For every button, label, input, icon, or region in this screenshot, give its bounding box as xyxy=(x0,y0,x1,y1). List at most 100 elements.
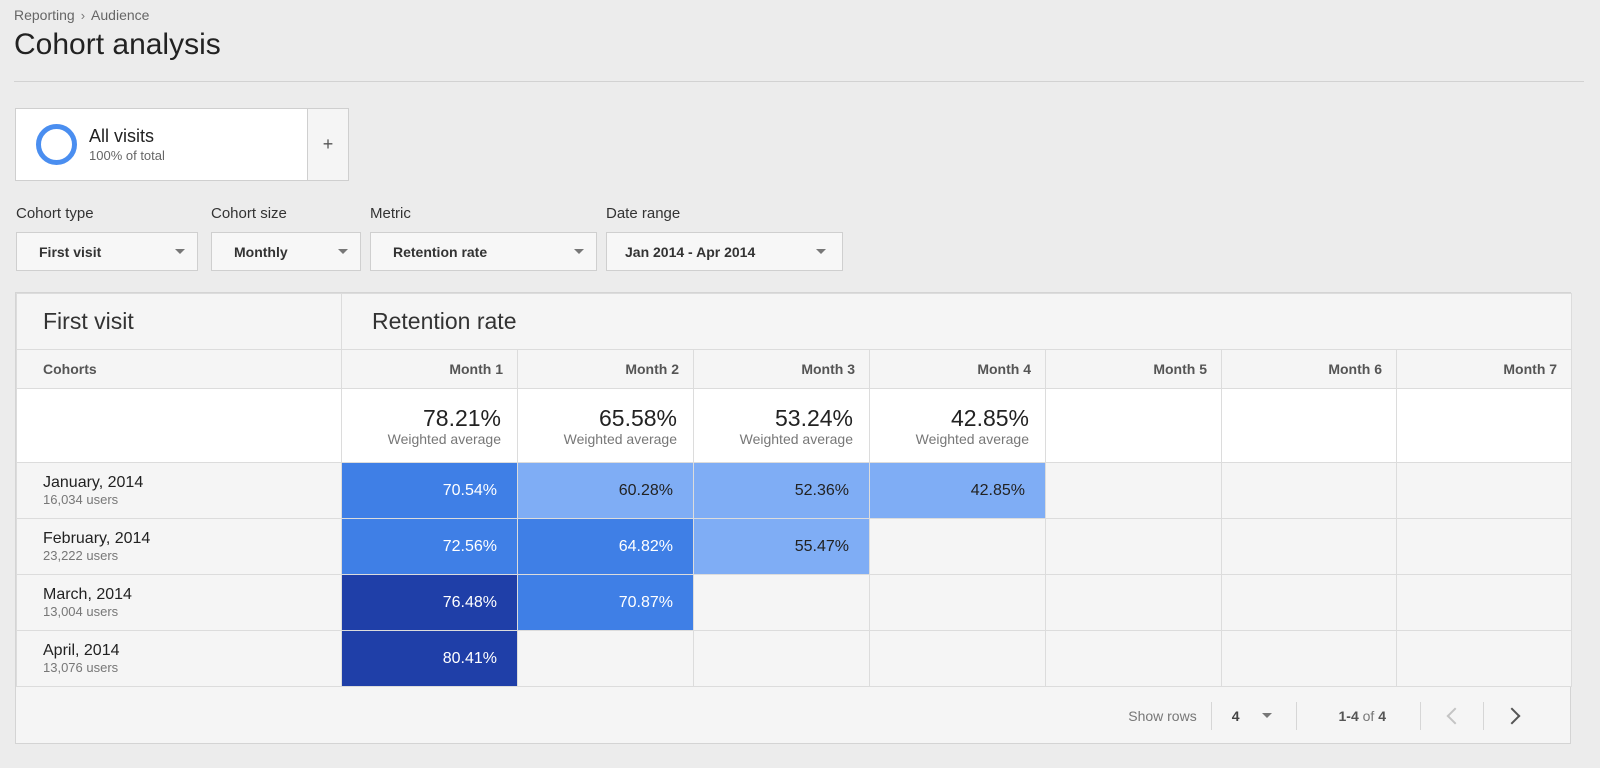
cohort-users: 23,222 users xyxy=(43,548,119,563)
weighted-average-cell xyxy=(1221,388,1397,463)
caret-down-icon xyxy=(574,249,584,254)
weighted-average-label: Weighted average xyxy=(387,430,501,447)
column-header-month-1[interactable]: Month 1 xyxy=(341,349,518,389)
metric-label: Metric xyxy=(370,205,411,222)
cohort-users: 16,034 users xyxy=(43,492,119,507)
breadcrumb-reporting[interactable]: Reporting xyxy=(14,7,75,23)
weighted-average-value: 53.24% xyxy=(774,404,853,431)
retention-cell xyxy=(1045,630,1222,687)
retention-cell xyxy=(1045,574,1222,631)
divider xyxy=(1210,701,1212,730)
segment-card: All visits 100% of total + xyxy=(15,108,349,181)
table-title-retention-rate: Retention rate xyxy=(340,293,1573,350)
cohort-size-dropdown[interactable]: Monthly xyxy=(211,232,361,271)
table-row: February, 2014 23,222 users 72.56% 64.82% 55… xyxy=(16,518,1573,575)
retention-cell[interactable]: 72.56% xyxy=(341,518,518,575)
retention-cell xyxy=(693,574,870,631)
cohort-users: 13,076 users xyxy=(43,660,119,675)
cohort-name: February, 2014 xyxy=(43,530,151,547)
segment-all-visits[interactable]: All visits 100% of total xyxy=(16,109,308,180)
retention-cell xyxy=(1045,462,1222,519)
weighted-average-cell: 65.58% Weighted average xyxy=(517,388,694,463)
metric-value: Retention rate xyxy=(393,243,488,260)
show-rows-select[interactable]: 4 xyxy=(1212,708,1296,724)
retention-cell[interactable]: 60.28% xyxy=(517,462,694,519)
retention-cell xyxy=(1221,630,1397,687)
retention-cell xyxy=(1221,462,1397,519)
breadcrumb: Reporting › Audience xyxy=(14,7,149,23)
weighted-average-cell xyxy=(1045,388,1222,463)
cohort-cell: April, 2014 13,076 users xyxy=(16,630,342,687)
retention-cell[interactable]: 70.54% xyxy=(341,462,518,519)
segment-ring-icon xyxy=(36,124,77,165)
retention-cell[interactable]: 80.41% xyxy=(341,630,518,687)
retention-cell xyxy=(1395,630,1573,687)
caret-down-icon xyxy=(338,249,348,254)
range-total: 4 xyxy=(1378,707,1386,724)
weighted-average-value: 42.85% xyxy=(950,404,1029,431)
cohort-name: April, 2014 xyxy=(43,642,120,659)
date-range-label: Date range xyxy=(606,205,681,222)
cohort-type-value: First visit xyxy=(39,243,102,260)
breadcrumb-audience[interactable]: Audience xyxy=(91,7,150,23)
retention-cell xyxy=(869,630,1046,687)
retention-cell xyxy=(693,630,870,687)
retention-cell[interactable]: 64.82% xyxy=(517,518,694,575)
cohort-table: First visit Retention rate Cohorts Month… xyxy=(15,292,1573,744)
cohort-name: March, 2014 xyxy=(43,586,132,603)
segment-percentage: 100% of total xyxy=(89,147,165,163)
cohort-type-label: Cohort type xyxy=(16,205,94,222)
weighted-average-cell: 53.24% Weighted average xyxy=(693,388,870,463)
retention-cell[interactable]: 76.48% xyxy=(341,574,518,631)
table-footer: Show rows 4 1-4 of 4 xyxy=(16,688,1570,743)
divider xyxy=(1483,701,1484,730)
retention-cell xyxy=(869,574,1046,631)
weighted-average-cell: 42.85% Weighted average xyxy=(869,388,1046,463)
weighted-average-cell: 78.21% Weighted average xyxy=(341,388,518,463)
column-header-month-3[interactable]: Month 3 xyxy=(693,349,870,389)
retention-cell[interactable]: 70.87% xyxy=(517,574,694,631)
retention-cell[interactable]: 42.85% xyxy=(869,462,1046,519)
next-page-button[interactable] xyxy=(1484,701,1546,731)
cohort-users: 13,004 users xyxy=(43,604,119,619)
cohort-cell: February, 2014 23,222 users xyxy=(16,518,342,575)
chevron-right-icon xyxy=(1503,707,1521,724)
retention-cell xyxy=(1395,518,1573,575)
weighted-average-label: Weighted average xyxy=(915,430,1029,447)
weighted-average-label: Weighted average xyxy=(739,430,853,447)
caret-down-icon xyxy=(1261,713,1272,718)
breadcrumb-separator-icon: › xyxy=(80,7,86,23)
average-label-cell xyxy=(16,388,342,463)
cohort-name: January, 2014 xyxy=(43,474,144,491)
metric-dropdown[interactable]: Retention rate xyxy=(370,232,597,271)
divider xyxy=(1295,701,1297,730)
previous-page-button[interactable] xyxy=(1421,701,1483,731)
cohort-size-value: Monthly xyxy=(234,243,288,260)
column-header-month-5[interactable]: Month 5 xyxy=(1045,349,1222,389)
column-header-month-4[interactable]: Month 4 xyxy=(869,349,1046,389)
weighted-average-cell xyxy=(1395,388,1573,463)
column-header-month-7[interactable]: Month 7 xyxy=(1395,349,1573,389)
caret-down-icon xyxy=(175,249,185,254)
add-segment-button[interactable]: + xyxy=(308,109,348,180)
date-range-dropdown[interactable]: Jan 2014 - Apr 2014 xyxy=(606,232,843,271)
table-row: January, 2014 16,034 users 70.54% 60.28% 52.… xyxy=(16,462,1573,519)
caret-down-icon xyxy=(816,249,826,254)
table-row: April, 2014 13,076 users 80.41% xyxy=(16,630,1573,687)
column-header-cohorts[interactable]: Cohorts xyxy=(16,349,342,389)
cohort-type-dropdown[interactable]: First visit xyxy=(16,232,198,271)
table-row: March, 2014 13,004 users 76.48% 70.87% xyxy=(16,574,1573,631)
column-header-month-6[interactable]: Month 6 xyxy=(1221,349,1397,389)
retention-cell xyxy=(869,518,1046,575)
retention-cell xyxy=(1221,574,1397,631)
retention-cell[interactable]: 55.47% xyxy=(693,518,870,575)
date-range-value: Jan 2014 - Apr 2014 xyxy=(625,243,756,260)
divider xyxy=(1420,701,1421,730)
chevron-left-icon xyxy=(1446,707,1464,724)
cohort-size-label: Cohort size xyxy=(211,205,287,222)
cohort-cell: March, 2014 13,004 users xyxy=(16,574,342,631)
retention-cell[interactable]: 52.36% xyxy=(693,462,870,519)
range-start-end: 1-4 xyxy=(1338,707,1359,724)
title-divider xyxy=(14,81,1584,82)
column-header-month-2[interactable]: Month 2 xyxy=(517,349,694,389)
